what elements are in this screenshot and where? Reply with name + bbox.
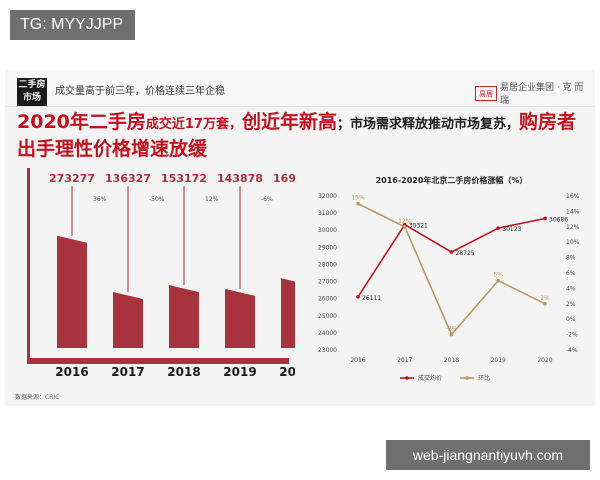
headline-part2: 成交近17万套， xyxy=(145,117,242,132)
legend-label-1: 环比 xyxy=(478,374,490,382)
y-right-tick-7: 2% xyxy=(566,301,576,308)
y-right-tick-6: 4% xyxy=(566,285,576,292)
headline-part5: 购房者出手理性价格增速放缓 xyxy=(17,111,577,160)
watermark-top: TG: MYYJJPP xyxy=(10,10,135,40)
x-tick-2019: 2019 xyxy=(491,357,506,364)
series-1-label-2018: -2% xyxy=(446,326,458,333)
legend-label-0: 成交均价 xyxy=(418,374,442,382)
y-right-tick-2: 12% xyxy=(566,224,580,231)
x-label-2017: 2017 xyxy=(111,365,144,379)
headline-part4: ；市场需求释放推动市场复苏， xyxy=(337,117,520,132)
legend-marker-0 xyxy=(405,376,409,380)
volume-bar-chart: 273277 2016 136327 2017 153172 2018 143878 2019… xyxy=(27,168,295,379)
brand-text: 易居企业集团 · 克 而 瑞 xyxy=(499,83,584,106)
series-line-1 xyxy=(357,202,546,337)
y-left-tick-30000: 30000 xyxy=(318,227,337,234)
series-1-label-2017: 12% xyxy=(398,218,412,225)
price-line-chart: 2016-2020年北京二手房价格涨幅（%） 32000 31000 30000 290… xyxy=(318,175,580,382)
change-label-2: 12% xyxy=(205,196,219,203)
series-0-point-2019 xyxy=(496,226,501,230)
change-label-0: 36% xyxy=(93,196,107,203)
change-label-1: -50% xyxy=(149,196,165,203)
left-rule xyxy=(27,168,30,364)
series-0-label-2019: 30123 xyxy=(502,226,521,233)
baseline-bar xyxy=(27,358,289,364)
series-0-label-2016: 26111 xyxy=(362,295,381,302)
x-tick-2018: 2018 xyxy=(444,357,459,364)
series-0-point-2016 xyxy=(356,294,360,299)
section-tag-line1: 二手房 xyxy=(18,80,46,90)
y-left-tick-23000: 23000 xyxy=(318,347,337,354)
y-right-tick-9: -2% xyxy=(566,332,578,339)
bar-2016 xyxy=(57,235,87,348)
series-0-label-2020: 30686 xyxy=(549,216,568,223)
y-left-tick-29000: 29000 xyxy=(318,244,337,251)
y-right-tick-8: 0% xyxy=(566,316,576,323)
series-1-point-2018 xyxy=(449,332,454,337)
series-1-point-2020 xyxy=(543,302,547,306)
bar-chart-group: 273277 2016 136327 2017 153172 2018 143878 2019… xyxy=(27,168,295,379)
bar-value-label-2020: 169927 xyxy=(273,172,295,185)
x-label-2020: 2020 xyxy=(279,365,295,379)
line-chart-group: 2016-2020年北京二手房价格涨幅（%） 32000 31000 30000 290… xyxy=(318,175,580,382)
bar-2019 xyxy=(225,288,255,348)
series-1-point-2017 xyxy=(402,225,407,229)
y-left-tick-32000: 32000 xyxy=(318,193,337,200)
y-right-tick-0: 16% xyxy=(566,193,580,200)
series-1-label-2019: 5% xyxy=(493,272,503,279)
series-0-point-2020 xyxy=(543,216,547,221)
bar-value-label-2019: 143878 xyxy=(217,172,263,185)
legend-marker-1 xyxy=(465,376,469,380)
y-left-tick-31000: 31000 xyxy=(318,210,337,217)
y-left-tick-26000: 26000 xyxy=(318,296,337,303)
y-right-tick-4: 8% xyxy=(566,255,576,262)
y-right-tick-10: -4% xyxy=(566,347,578,354)
headline-part3: 创近年新高 xyxy=(241,111,337,133)
bar-2020 xyxy=(281,278,295,348)
bar-value-label-2016: 273277 xyxy=(49,172,95,185)
bar-value-label-2017: 136327 xyxy=(105,172,151,185)
x-tick-2020: 2020 xyxy=(537,357,552,364)
change-label-3: -6% xyxy=(261,196,273,203)
bar-2018 xyxy=(169,285,199,348)
y-right-tick-5: 6% xyxy=(566,270,576,277)
y-left-tick-27000: 27000 xyxy=(318,279,337,286)
series-1-point-2016 xyxy=(356,201,360,206)
brand-logo-icon: 易居 xyxy=(475,85,497,101)
x-label-2019: 2019 xyxy=(223,365,256,379)
y-right-tick-1: 14% xyxy=(566,208,580,215)
x-tick-2016: 2016 xyxy=(350,357,365,364)
series-1-label-2016: 15% xyxy=(351,195,365,202)
brand: 易居 易居企业集团 · 克 而 瑞 xyxy=(475,80,595,106)
y-left-tick-25000: 25000 xyxy=(318,313,337,320)
section-tag: 二手房 市场 xyxy=(17,78,47,106)
series-0-point-2018 xyxy=(449,250,454,254)
slide: 二手房 市场 成交量高于前三年，价格连续三年企稳 易居 易居企业集团 · 克 而… xyxy=(5,70,595,406)
data-source: 数据来源：CRIC xyxy=(15,394,60,401)
x-label-2016: 2016 xyxy=(55,365,88,379)
headline-part1: 2020年二手房 xyxy=(17,111,146,133)
series-0-label-2017: 30321 xyxy=(409,223,428,230)
x-label-2018: 2018 xyxy=(167,365,200,379)
slide-header: 二手房 市场 成交量高于前三年，价格连续三年企稳 易居 易居企业集团 · 克 而… xyxy=(5,70,595,107)
bar-value-label-2018: 153172 xyxy=(161,172,207,185)
watermark-bottom: web-jiangnantiyuvh.com xyxy=(386,440,590,470)
x-tick-2017: 2017 xyxy=(397,357,412,364)
headline: 2020年二手房成交近17万套，创近年新高；市场需求释放推动市场复苏，购房者出手… xyxy=(17,110,587,162)
y-left-tick-28000: 28000 xyxy=(318,261,337,268)
bar-2017 xyxy=(113,292,143,348)
series-1-point-2019 xyxy=(496,278,501,283)
header-title: 成交量高于前三年，价格连续三年企稳 xyxy=(55,86,225,97)
series-0-label-2018: 28725 xyxy=(456,250,475,257)
line-chart-title: 2016-2020年北京二手房价格涨幅（%） xyxy=(376,175,528,185)
y-right-tick-3: 10% xyxy=(566,239,580,246)
y-left-tick-24000: 24000 xyxy=(318,330,337,337)
section-tag-line2: 市场 xyxy=(22,93,41,103)
series-1-label-2020: 2% xyxy=(540,295,550,302)
